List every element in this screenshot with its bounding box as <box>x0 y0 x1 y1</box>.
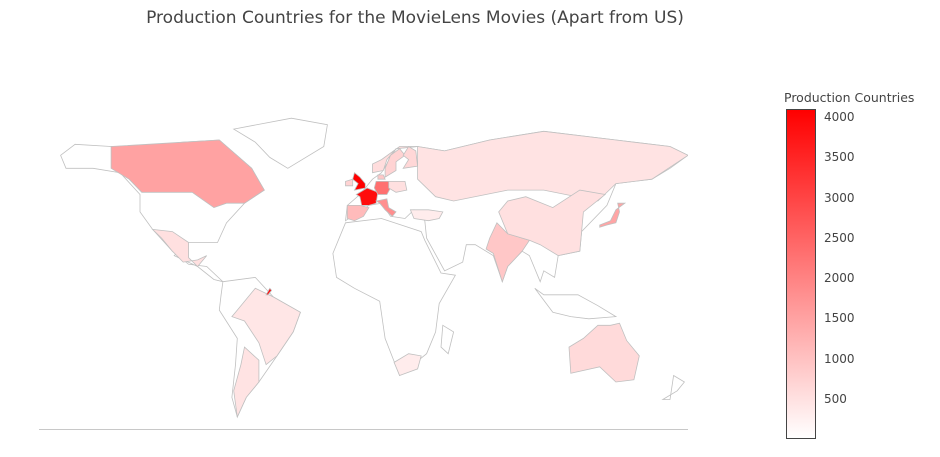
country-poland[interactable] <box>388 181 408 193</box>
country-china[interactable] <box>498 189 607 257</box>
world-map[interactable] <box>39 116 688 430</box>
colorbar-title: Production Countries <box>784 90 915 105</box>
landmass-greenland <box>232 117 328 169</box>
landmass-new-zealand <box>661 374 686 400</box>
colorbar-tick-1500: 1500 <box>824 311 855 326</box>
colorbar-tick-2000: 2000 <box>824 271 855 286</box>
landmass-africa <box>332 218 457 377</box>
country-japan[interactable] <box>599 202 627 228</box>
country-united-kingdom[interactable] <box>352 172 366 191</box>
country-germany[interactable] <box>373 181 391 195</box>
country-ireland[interactable] <box>345 178 354 187</box>
country-denmark[interactable] <box>377 174 386 180</box>
colorbar-tick-1000: 1000 <box>824 351 855 366</box>
country-france[interactable] <box>355 187 379 206</box>
country-french-guiana[interactable] <box>265 287 273 296</box>
colorbar-tick-3500: 3500 <box>824 150 855 165</box>
country-mexico[interactable] <box>151 228 208 268</box>
country-italy[interactable] <box>375 198 397 217</box>
country-russia[interactable] <box>417 130 688 202</box>
country-spain[interactable] <box>346 205 370 222</box>
landmass-indonesia <box>534 287 618 320</box>
colorbar-tick-2500: 2500 <box>824 230 855 245</box>
map-title: Production Countries for the MovieLens M… <box>146 8 684 28</box>
country-sweden[interactable] <box>384 148 406 178</box>
world-map-svg <box>60 117 688 419</box>
country-australia[interactable] <box>568 322 640 383</box>
country-argentina[interactable] <box>233 346 260 419</box>
country-turkey[interactable] <box>409 209 444 222</box>
country-canada[interactable] <box>110 139 265 209</box>
colorbar <box>786 109 816 439</box>
colorbar-tick-4000: 4000 <box>824 110 855 125</box>
country-india[interactable] <box>485 222 531 283</box>
landmass-madagascar <box>440 324 455 355</box>
colorbar-tick-500: 500 <box>824 391 847 406</box>
country-south-africa[interactable] <box>393 353 422 377</box>
colorbar-tick-3000: 3000 <box>824 190 855 205</box>
